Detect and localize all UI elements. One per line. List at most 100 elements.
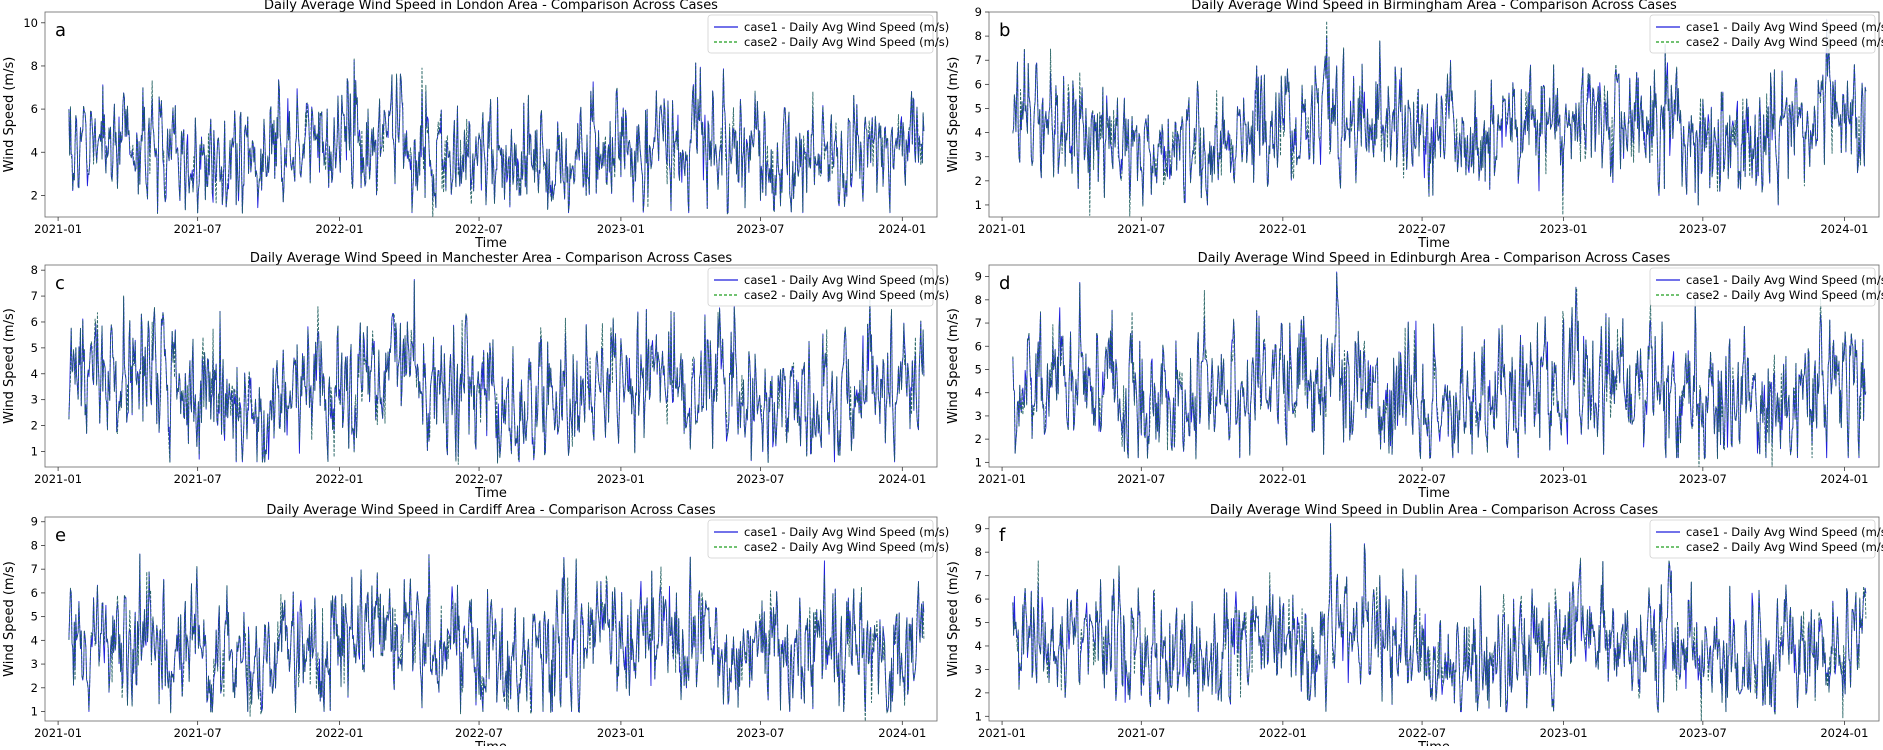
x-tick-label: 2022-01 (1259, 222, 1307, 236)
x-axis-label: Time (474, 486, 507, 501)
plot-lines (1012, 271, 1867, 467)
y-axis-label: Wind Speed (m/s) (2, 561, 17, 677)
x-tick-label: 2024-01 (878, 472, 926, 486)
chart-panel-c: Daily Average Wind Speed in Manchester A… (2, 251, 949, 501)
x-tick-label: 2023-07 (1679, 222, 1727, 236)
y-tick-label: 4 (975, 639, 982, 653)
legend-label-1: case1 - Daily Avg Wind Speed (m/s) (744, 20, 949, 34)
y-tick-label: 7 (975, 569, 982, 583)
y-tick-label: 9 (31, 515, 38, 529)
y-tick-label: 9 (975, 5, 982, 19)
plot-frame (988, 516, 1880, 722)
x-tick-label: 2021-07 (1117, 222, 1165, 236)
y-tick-label: 8 (975, 29, 982, 43)
x-tick-label: 2021-01 (34, 472, 82, 486)
legend-label-1: case1 - Daily Avg Wind Speed (m/s) (1686, 525, 1883, 539)
y-tick-label: 8 (31, 59, 38, 73)
y-tick-label: 6 (31, 315, 38, 329)
panel-letter: c (55, 273, 65, 294)
plot-lines (68, 553, 925, 721)
y-axis-label: Wind Speed (m/s) (946, 561, 961, 677)
y-tick-label: 5 (975, 362, 982, 376)
y-tick-label: 6 (975, 592, 982, 606)
y-tick-label: 8 (31, 538, 38, 552)
y-tick-label: 4 (31, 145, 38, 159)
x-axis-label: Time (1417, 740, 1450, 746)
x-tick-label: 2023-07 (1679, 726, 1727, 740)
plot-frame (44, 264, 938, 468)
x-tick-label: 2022-07 (455, 472, 503, 486)
y-axis-label: Wind Speed (m/s) (2, 308, 17, 424)
x-tick-label: 2024-01 (1820, 726, 1868, 740)
x-tick-label: 2022-07 (455, 726, 503, 740)
y-tick-label: 4 (975, 126, 982, 140)
panel-letter: f (999, 525, 1006, 546)
y-tick-label: 2 (975, 174, 982, 188)
plot-frame (988, 11, 1880, 218)
y-tick-label: 9 (975, 270, 982, 284)
plot-frame (44, 516, 938, 722)
y-tick-label: 3 (975, 150, 982, 164)
series-line-2 (1012, 523, 1867, 721)
y-tick-label: 10 (23, 16, 38, 30)
y-tick-label: 6 (31, 102, 38, 116)
x-tick-label: 2024-01 (1820, 472, 1868, 486)
legend: case1 - Daily Avg Wind Speed (m/s)case2 … (707, 519, 949, 559)
x-tick-label: 2022-01 (315, 472, 363, 486)
plot-frame (988, 264, 1880, 468)
x-tick-label: 2022-07 (1398, 726, 1446, 740)
legend-label-1: case1 - Daily Avg Wind Speed (m/s) (744, 525, 949, 539)
legend-box (1649, 14, 1876, 54)
y-tick-label: 1 (975, 198, 982, 212)
chart-title: Daily Average Wind Speed in Manchester A… (250, 251, 733, 266)
y-tick-label: 2 (31, 188, 38, 202)
legend-label-2: case2 - Daily Avg Wind Speed (m/s) (1686, 540, 1883, 554)
chart-panel-e: Daily Average Wind Speed in Cardiff Area… (2, 503, 949, 750)
legend: case1 - Daily Avg Wind Speed (m/s)case2 … (1649, 519, 1883, 559)
y-tick-label: 6 (975, 77, 982, 91)
legend-label-1: case1 - Daily Avg Wind Speed (m/s) (1686, 20, 1883, 34)
y-tick-label: 3 (31, 393, 38, 407)
x-axis-label: Time (474, 236, 507, 251)
y-tick-label: 1 (31, 444, 38, 458)
legend-box (1649, 267, 1876, 307)
x-tick-label: 2022-01 (315, 222, 363, 236)
x-axis-label: Time (474, 740, 507, 746)
y-tick-label: 7 (31, 562, 38, 576)
x-tick-label: 2023-07 (736, 222, 784, 236)
x-tick-label: 2023-07 (1679, 472, 1727, 486)
y-tick-label: 8 (31, 263, 38, 277)
y-tick-label: 5 (975, 101, 982, 115)
chart-title: Daily Average Wind Speed in Cardiff Area… (266, 503, 715, 518)
x-tick-label: 2023-07 (736, 472, 784, 486)
y-tick-label: 8 (975, 545, 982, 559)
y-tick-label: 1 (975, 455, 982, 469)
x-tick-label: 2021-01 (34, 222, 82, 236)
chart-title: Daily Average Wind Speed in Edinburgh Ar… (1198, 251, 1671, 266)
chart-title: Daily Average Wind Speed in Birmingham A… (1191, 0, 1677, 13)
x-axis-label: Time (1417, 236, 1450, 251)
x-tick-label: 2023-01 (597, 726, 645, 740)
y-tick-label: 3 (975, 662, 982, 676)
legend-box (1649, 519, 1876, 559)
plot-lines (1012, 18, 1867, 217)
legend-label-2: case2 - Daily Avg Wind Speed (m/s) (1686, 35, 1883, 49)
x-tick-label: 2023-01 (1540, 472, 1588, 486)
y-axis-label: Wind Speed (m/s) (946, 308, 961, 424)
x-tick-label: 2022-07 (455, 222, 503, 236)
x-tick-label: 2024-01 (1820, 222, 1868, 236)
x-tick-label: 2023-01 (1540, 726, 1588, 740)
y-tick-label: 6 (975, 339, 982, 353)
legend-label-2: case2 - Daily Avg Wind Speed (m/s) (1686, 288, 1883, 302)
chart-title: Daily Average Wind Speed in London Area … (264, 0, 718, 13)
x-tick-label: 2021-07 (1117, 472, 1165, 486)
x-tick-label: 2021-01 (978, 726, 1026, 740)
plot-lines (1012, 523, 1867, 721)
y-tick-label: 2 (975, 686, 982, 700)
legend-label-2: case2 - Daily Avg Wind Speed (m/s) (744, 540, 949, 554)
x-tick-label: 2024-01 (878, 222, 926, 236)
y-tick-label: 3 (31, 657, 38, 671)
y-axis-label: Wind Speed (m/s) (946, 57, 961, 173)
